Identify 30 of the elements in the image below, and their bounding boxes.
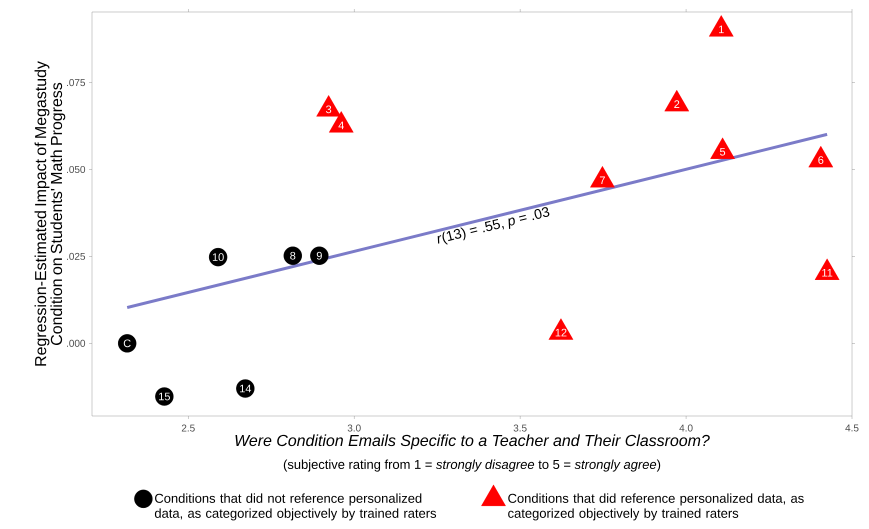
annotation: 2 — [674, 100, 680, 108]
y-tick-label: .075 — [66, 79, 86, 86]
annotation: 12 — [556, 328, 566, 336]
y-tick-label: .000 — [66, 340, 86, 347]
x-tick-label: 4.0 — [679, 424, 693, 432]
y-axis-title: Regression-Estimated Impact of Megastudy Condition on Students' Math Progress — [34, 61, 66, 366]
annotation: 3 — [326, 105, 332, 114]
annotation: 8 — [290, 252, 296, 260]
y-tick-label: .050 — [66, 166, 86, 174]
x-axis-title: Were Condition Emails Specific to a Teacher and Their Classroom? — [235, 434, 710, 450]
x-tick-label: 3.5 — [514, 424, 527, 432]
x-tick-label: 3.0 — [348, 424, 361, 432]
annotation: r(13) = .55, p = .03 — [438, 207, 550, 244]
annotation: 9 — [316, 252, 322, 260]
text: (subjective rating from 1 = strongly disagree to 5 = strongly agree) — [284, 460, 660, 472]
y-tick-label: .025 — [66, 252, 86, 260]
annotation: C — [124, 339, 131, 348]
annotation: 15 — [159, 392, 170, 400]
x-tick-label: 2.5 — [182, 424, 195, 432]
annotation: 7 — [600, 176, 605, 184]
annotation: 4 — [338, 122, 344, 130]
x-tick-label: 4.5 — [845, 424, 859, 432]
annotation: 11 — [822, 268, 832, 277]
annotation: 14 — [240, 384, 252, 392]
legend-label: Conditions that did reference personalized data, as categorized objectively by trained raters — [508, 493, 804, 520]
legend-label: Conditions that did not reference personalized data, as categorized objectively by trained raters — [154, 493, 436, 520]
annotation: 10 — [212, 253, 224, 261]
annotation: 1 — [719, 26, 724, 34]
annotation: 5 — [720, 148, 726, 156]
annotation: 6 — [818, 156, 824, 164]
